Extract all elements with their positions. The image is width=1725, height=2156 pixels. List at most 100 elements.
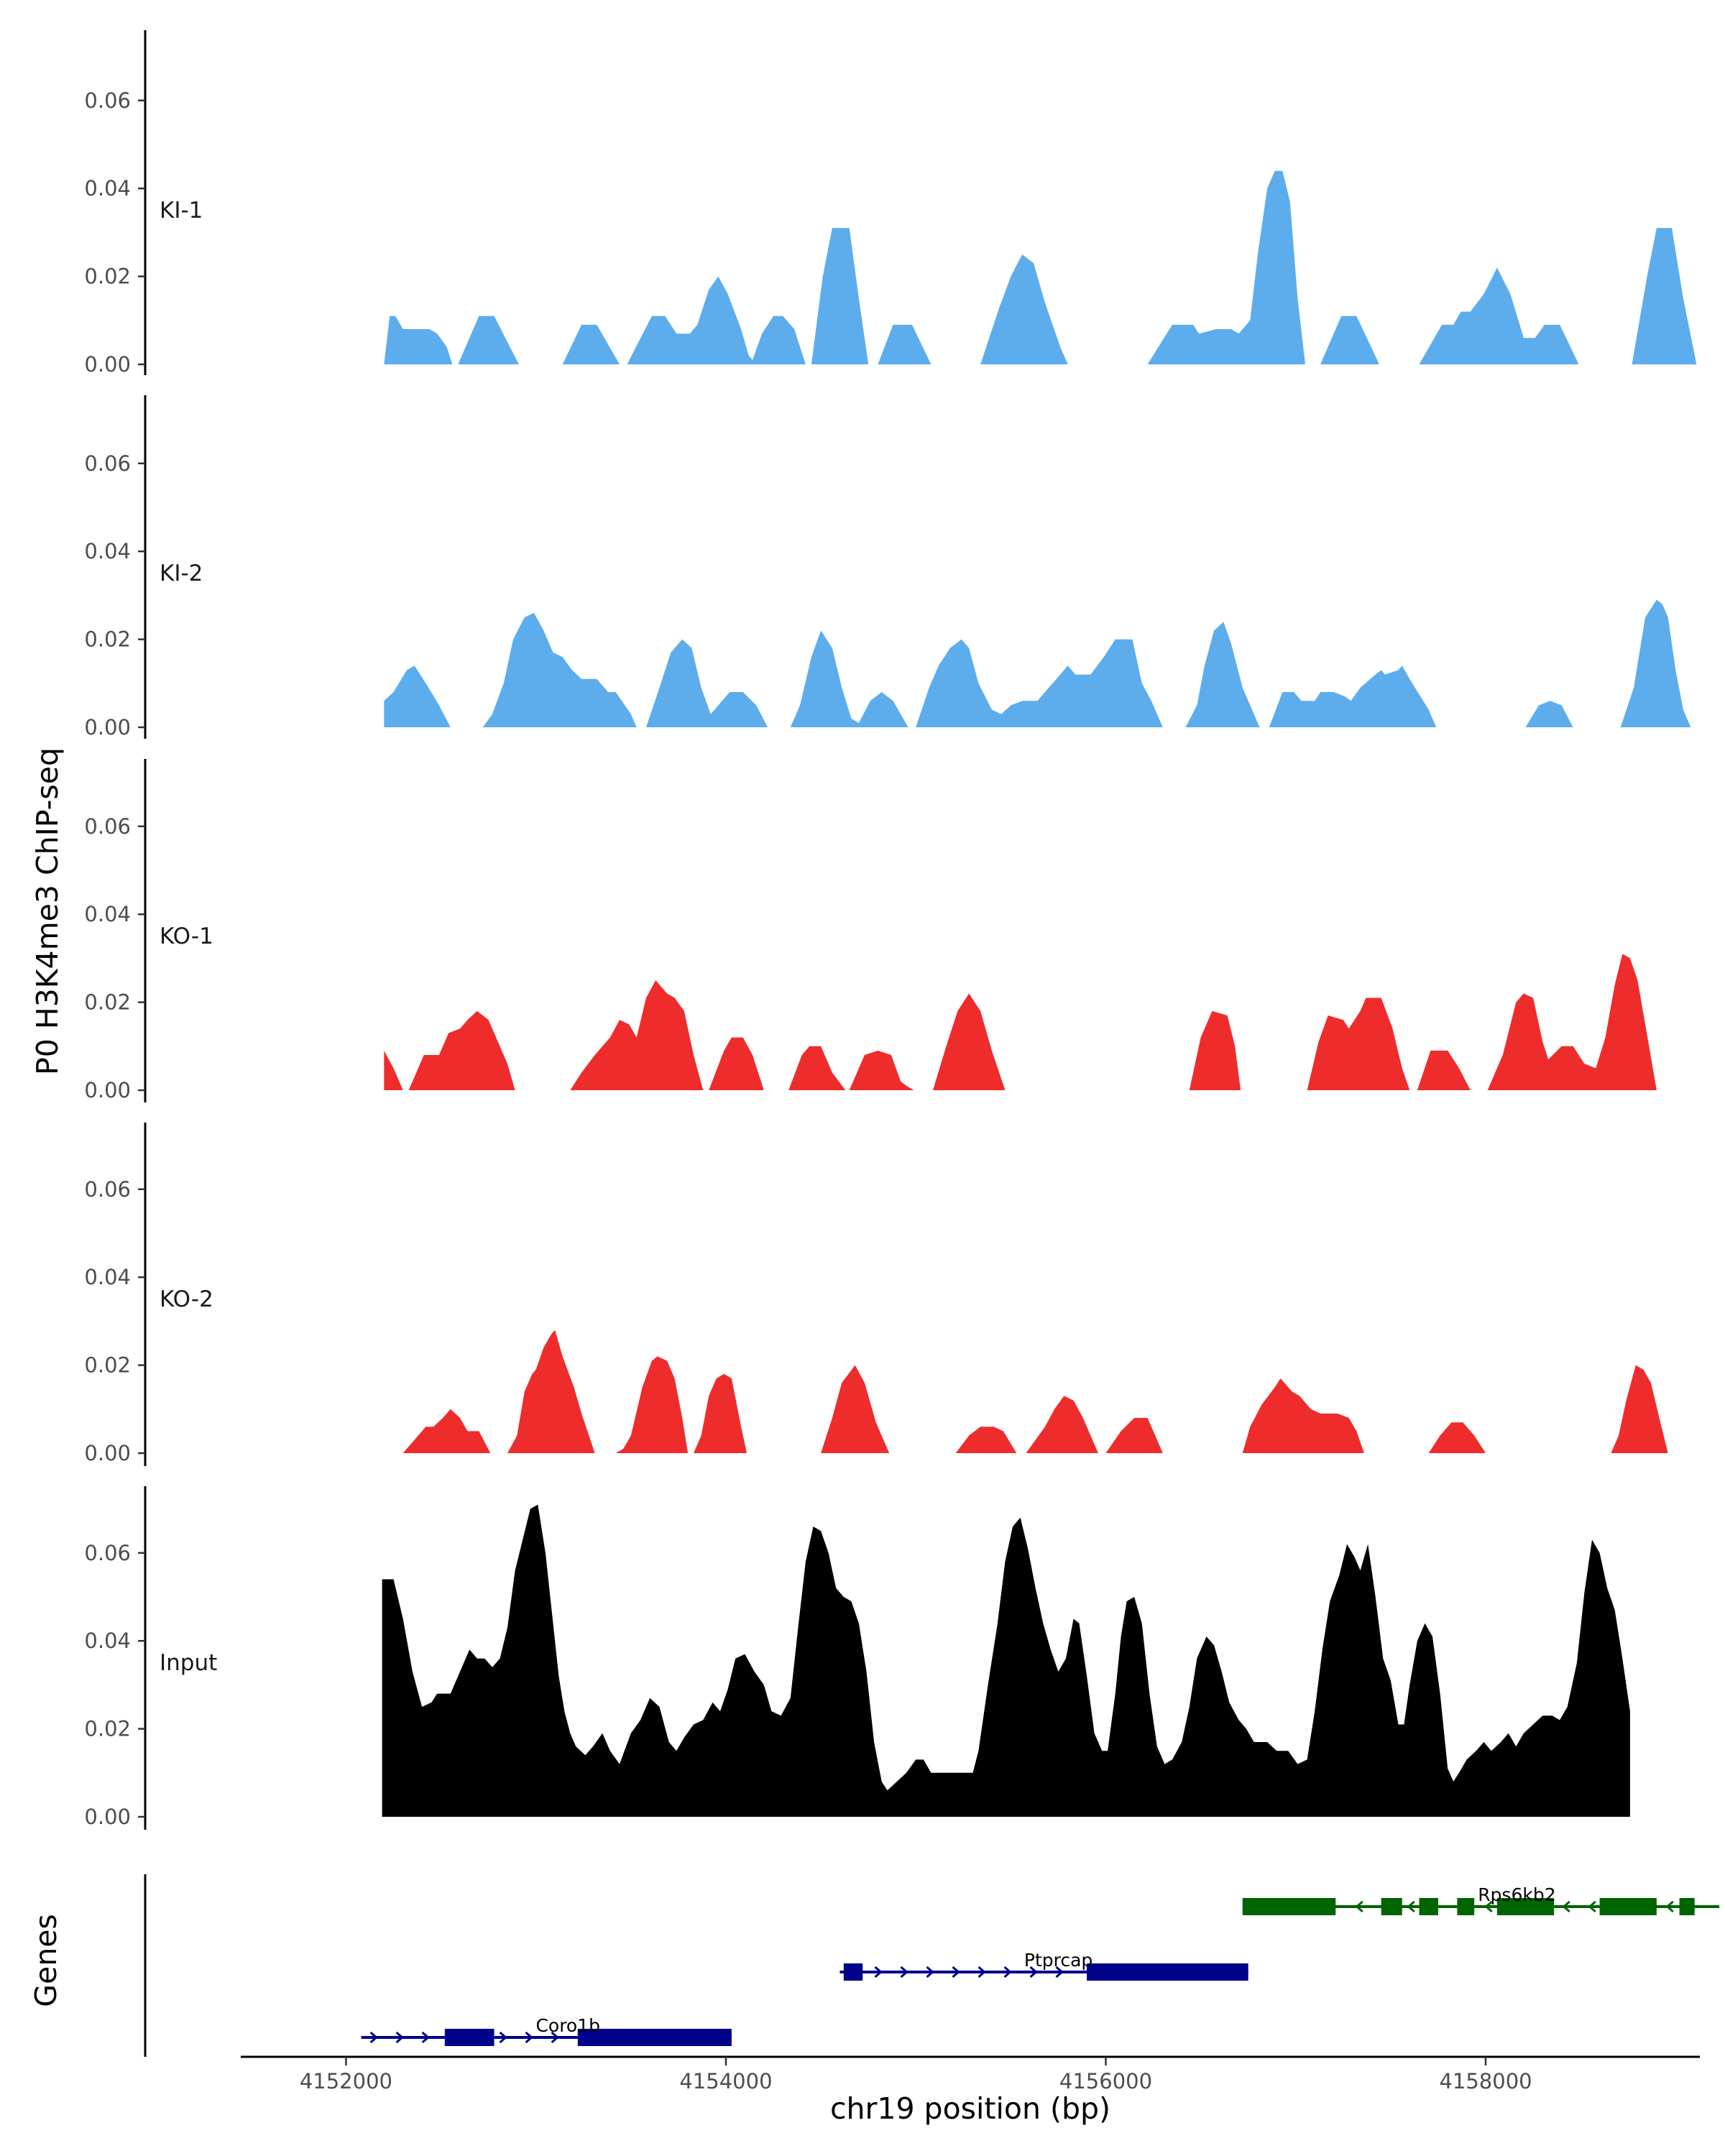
x-axis-title: chr19 position (bp) — [830, 2091, 1110, 2126]
signal-area — [709, 1037, 764, 1090]
exon-block — [1242, 1898, 1336, 1915]
x-tick-label: 4156000 — [1059, 2069, 1152, 2093]
strand-arrow-icon — [1562, 1900, 1570, 1913]
signal-area — [1632, 228, 1697, 364]
signal-area — [849, 1050, 914, 1090]
y-tick-label: 0.04 — [84, 902, 131, 926]
gene-rps6kb2: Rps6kb2 — [1242, 1884, 1720, 1915]
signal-area — [1428, 1422, 1486, 1453]
exon-block — [1599, 1898, 1657, 1915]
y-tick-label: 0.00 — [84, 1078, 131, 1102]
y-tick-label: 0.06 — [84, 1541, 131, 1565]
strand-arrow-icon — [978, 1966, 986, 1978]
signal-area — [384, 315, 453, 364]
strand-arrow-icon — [952, 1966, 960, 1978]
exon-block — [444, 2029, 494, 2046]
strand-arrow-icon — [1055, 1966, 1064, 1978]
track-input: 0.00 0.02 0.04 0.06 Input — [84, 1486, 1630, 1830]
signal-area — [1189, 1010, 1241, 1090]
signal-area — [384, 1050, 403, 1090]
y-tick-label: 0.02 — [84, 990, 131, 1015]
genes-layer: Rps6kb2 Ptprcap Coro1b — [144, 1874, 1720, 2057]
signal-area — [384, 665, 451, 727]
signal-area — [1611, 1365, 1668, 1453]
signal-area — [402, 1409, 491, 1453]
signal-area — [694, 1373, 747, 1453]
signal-area — [570, 980, 704, 1090]
signal-area — [1307, 998, 1410, 1090]
signal-area — [1525, 701, 1573, 727]
y-tick-label: 0.06 — [84, 88, 131, 113]
y-tick-label: 0.02 — [84, 264, 131, 289]
y-tick-label: 0.00 — [84, 1805, 131, 1829]
strand-arrow-icon — [1588, 1900, 1596, 1913]
y-tick-label: 0.00 — [84, 1441, 131, 1465]
genes-axis-title: Genes — [29, 1914, 63, 2007]
track-label: KI-2 — [160, 561, 203, 586]
y-tick-label: 0.06 — [84, 814, 131, 839]
strand-arrow-icon — [1003, 1966, 1012, 1978]
strand-arrow-icon — [1407, 1900, 1415, 1913]
strand-arrow-icon — [1484, 1900, 1493, 1913]
strand-arrow-icon — [369, 2031, 378, 2044]
signal-area — [1487, 954, 1657, 1090]
y-tick-label: 0.00 — [84, 715, 131, 740]
y-tick-label: 0.04 — [84, 1628, 131, 1653]
signal-area — [1320, 315, 1379, 364]
signal-area — [933, 993, 1006, 1090]
y-axis-title: P0 H3K4me3 ChIP-seq — [30, 747, 65, 1075]
signal-area — [788, 1046, 846, 1090]
exon-block — [1496, 1898, 1555, 1915]
tracks-layer: 0.00 0.02 0.04 0.06 KI-1 0.00 0.02 0.04 0.06 KI-2… — [84, 30, 1697, 1830]
signal-area — [507, 1330, 595, 1453]
signal-area — [1417, 1050, 1471, 1090]
x-tick-label: 4158000 — [1439, 2069, 1532, 2093]
signal-area — [1242, 1378, 1364, 1453]
strand-arrow-icon — [395, 2031, 404, 2044]
track-ko-1: 0.00 0.02 0.04 0.06 KO-1 — [84, 759, 1657, 1102]
strand-arrow-icon — [499, 2031, 507, 2044]
strand-arrow-icon — [1355, 1900, 1363, 1913]
exon-block — [1679, 1898, 1695, 1915]
y-tick-label: 0.02 — [84, 1353, 131, 1378]
signal-area — [627, 276, 806, 364]
track-ko-2: 0.00 0.02 0.04 0.06 KO-2 — [84, 1123, 1668, 1466]
y-tick-label: 0.04 — [84, 176, 131, 201]
track-label: KO-1 — [160, 923, 213, 949]
track-label: Input — [160, 1650, 217, 1676]
strand-arrow-icon — [421, 2031, 430, 2044]
y-tick-label: 0.02 — [84, 1717, 131, 1741]
y-tick-label: 0.04 — [84, 1265, 131, 1289]
y-tick-label: 0.04 — [84, 539, 131, 563]
signal-area — [790, 630, 908, 727]
y-tick-label: 0.00 — [84, 352, 131, 377]
track-label: KO-2 — [160, 1286, 213, 1312]
signal-area — [562, 324, 620, 364]
signal-area — [980, 254, 1068, 364]
exon-block — [1457, 1898, 1475, 1915]
gene-name-label: Coro1b — [535, 2015, 600, 2036]
x-tick-label: 4152000 — [300, 2069, 392, 2093]
exon-block — [1419, 1898, 1438, 1915]
strand-arrow-icon — [874, 1966, 883, 1978]
track-label: KI-1 — [160, 198, 203, 224]
signal-area — [382, 1504, 1630, 1817]
signal-area — [1147, 170, 1305, 364]
signal-area — [878, 324, 932, 364]
y-tick-label: 0.02 — [84, 627, 131, 652]
signal-area — [955, 1427, 1017, 1453]
signal-area — [1026, 1396, 1098, 1453]
strand-arrow-icon — [551, 2031, 559, 2044]
signal-area — [408, 1010, 515, 1090]
y-tick-label: 0.06 — [84, 451, 131, 476]
signal-area — [821, 1365, 890, 1453]
exon-block — [1087, 1963, 1248, 1981]
strand-arrow-icon — [1029, 1966, 1038, 1978]
strand-arrow-icon — [926, 1966, 934, 1978]
signal-area — [458, 315, 519, 364]
gene-name-label: Ptprcap — [1024, 1950, 1092, 1971]
strand-arrow-icon — [1665, 1900, 1674, 1913]
x-tick-label: 4154000 — [679, 2069, 772, 2093]
gene-name-label: Rps6kb2 — [1478, 1884, 1555, 1905]
